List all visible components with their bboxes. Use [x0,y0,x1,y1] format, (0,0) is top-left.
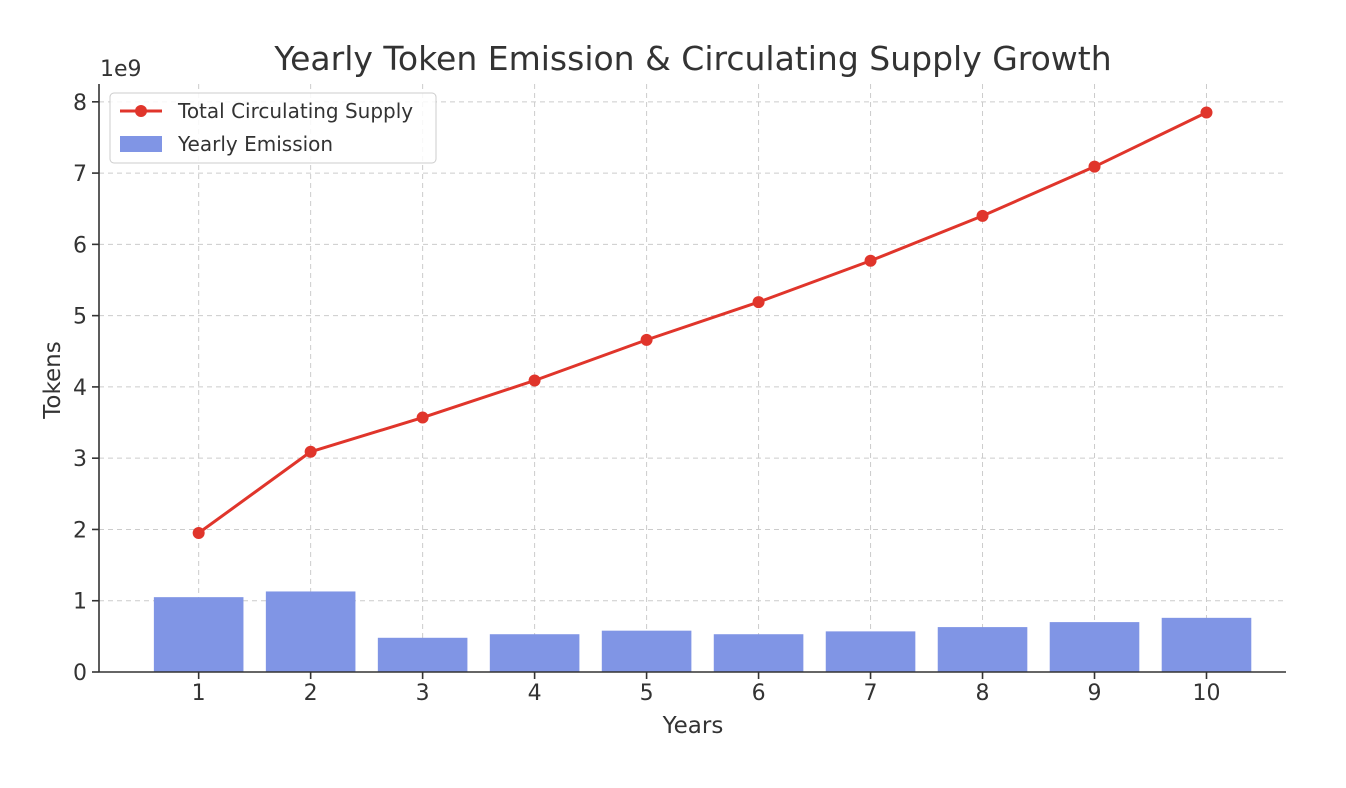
supply-point [304,445,317,458]
x-tick-label: 3 [416,681,430,706]
supply-point [1200,106,1213,119]
supply-line [197,111,1208,535]
x-tick-label: 4 [528,681,542,706]
emission-bar [937,627,1028,672]
supply-point [528,374,541,387]
bar-layer [153,591,1252,672]
emission-bar [825,631,916,672]
emission-bar [713,634,804,672]
supply-point [640,333,653,346]
y-tick-label: 1 [73,590,87,615]
legend-label-supply: Total Circulating Supply [177,99,413,123]
x-tick-label: 2 [304,681,318,706]
supply-point [752,296,765,309]
emission-bar [377,637,468,672]
y-axis-label: Tokens [40,341,66,419]
x-tick-label: 1 [192,681,206,706]
y-tick-label: 4 [73,376,87,401]
emission-bar [489,634,580,672]
x-axis-label: Years [662,713,724,739]
y-tick-label: 2 [73,518,87,543]
line-layer [192,106,1213,540]
legend: Total Circulating Supply Yearly Emission [109,92,437,164]
x-tick-label: 5 [640,681,654,706]
supply-point [192,527,205,540]
emission-bar [1049,622,1140,672]
chart-title: Yearly Token Emission & Circulating Supp… [273,39,1111,78]
y-tick-label: 6 [73,233,87,258]
x-tick-label: 8 [976,681,990,706]
y-tick-label: 5 [73,305,87,330]
emission-bar [1161,617,1252,672]
y-tick-label: 0 [73,661,87,686]
y-tick-label: 7 [73,162,87,187]
legend-marker-swatch [135,105,147,117]
x-tick-label: 6 [752,681,766,706]
legend-bar-swatch [120,136,162,152]
y-axis-offset-label: 1e9 [100,57,142,82]
y-tick-label: 3 [73,447,87,472]
legend-label-emission: Yearly Emission [177,132,333,156]
x-tick-label: 10 [1192,681,1220,706]
supply-point [1088,160,1101,173]
emission-bar [601,630,692,672]
supply-point [976,209,989,222]
emission-bar [153,597,244,672]
x-tick-label: 9 [1088,681,1102,706]
emission-bar [265,591,356,672]
x-tick-label: 7 [864,681,878,706]
legend-frame [109,92,437,164]
grid-layer [99,84,1286,672]
supply-point [416,411,429,424]
y-tick-label: 8 [73,91,87,116]
axis-layer: 0 1 2 3 4 5 6 7 8 1 2 3 4 5 6 7 8 9 10 [73,84,1286,706]
supply-point [864,254,877,267]
